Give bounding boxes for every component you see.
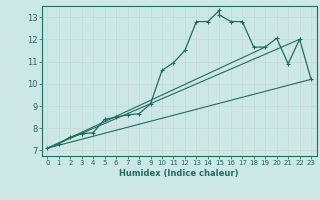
- X-axis label: Humidex (Indice chaleur): Humidex (Indice chaleur): [119, 169, 239, 178]
